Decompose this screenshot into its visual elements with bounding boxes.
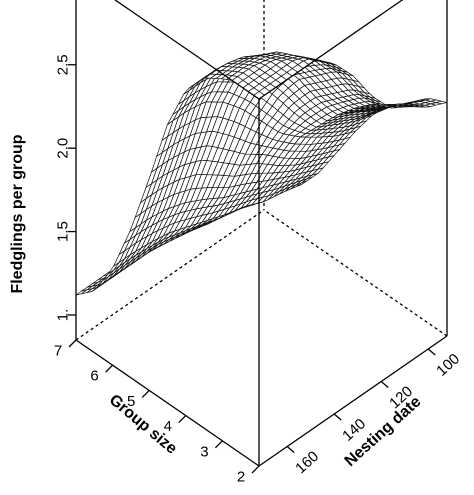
x-tick (68, 339, 77, 348)
y-tick-label: 160 (292, 448, 322, 477)
box-edge (114, 0, 260, 100)
x-tick-label: 5 (127, 393, 135, 410)
z-tick-label: 2.0 (55, 138, 72, 159)
box-edge (258, 0, 404, 100)
z-tick-label: 1. (55, 309, 72, 322)
box-edge (75, 339, 260, 467)
surface (75, 51, 448, 296)
x-tick-label: 7 (54, 343, 62, 360)
y-tick (380, 381, 389, 388)
y-tick (286, 446, 295, 453)
z-tick-label: 2.5 (55, 54, 72, 75)
box-edge-hidden (263, 209, 448, 337)
y-tick (427, 348, 436, 356)
box-edge (258, 335, 448, 467)
x-tick (141, 389, 150, 398)
y-tick (333, 413, 342, 421)
x-tick (178, 415, 187, 424)
x-tick (251, 465, 260, 474)
x-tick (214, 440, 223, 449)
box-edge-hidden (75, 209, 265, 341)
tick-marks (68, 64, 436, 474)
z-axis-label: Fledglings per group (9, 134, 26, 293)
z-tick-label: 1.5 (55, 221, 72, 242)
x-tick-label: 2 (237, 469, 245, 486)
box-back-edges (75, 0, 448, 341)
x-tick-label: 3 (200, 443, 208, 460)
box-front-edges (75, 0, 448, 467)
x-tick (105, 364, 114, 373)
x-tick-label: 4 (164, 418, 172, 435)
y-tick-label: 100 (433, 350, 463, 379)
x-tick-label: 6 (90, 368, 98, 385)
